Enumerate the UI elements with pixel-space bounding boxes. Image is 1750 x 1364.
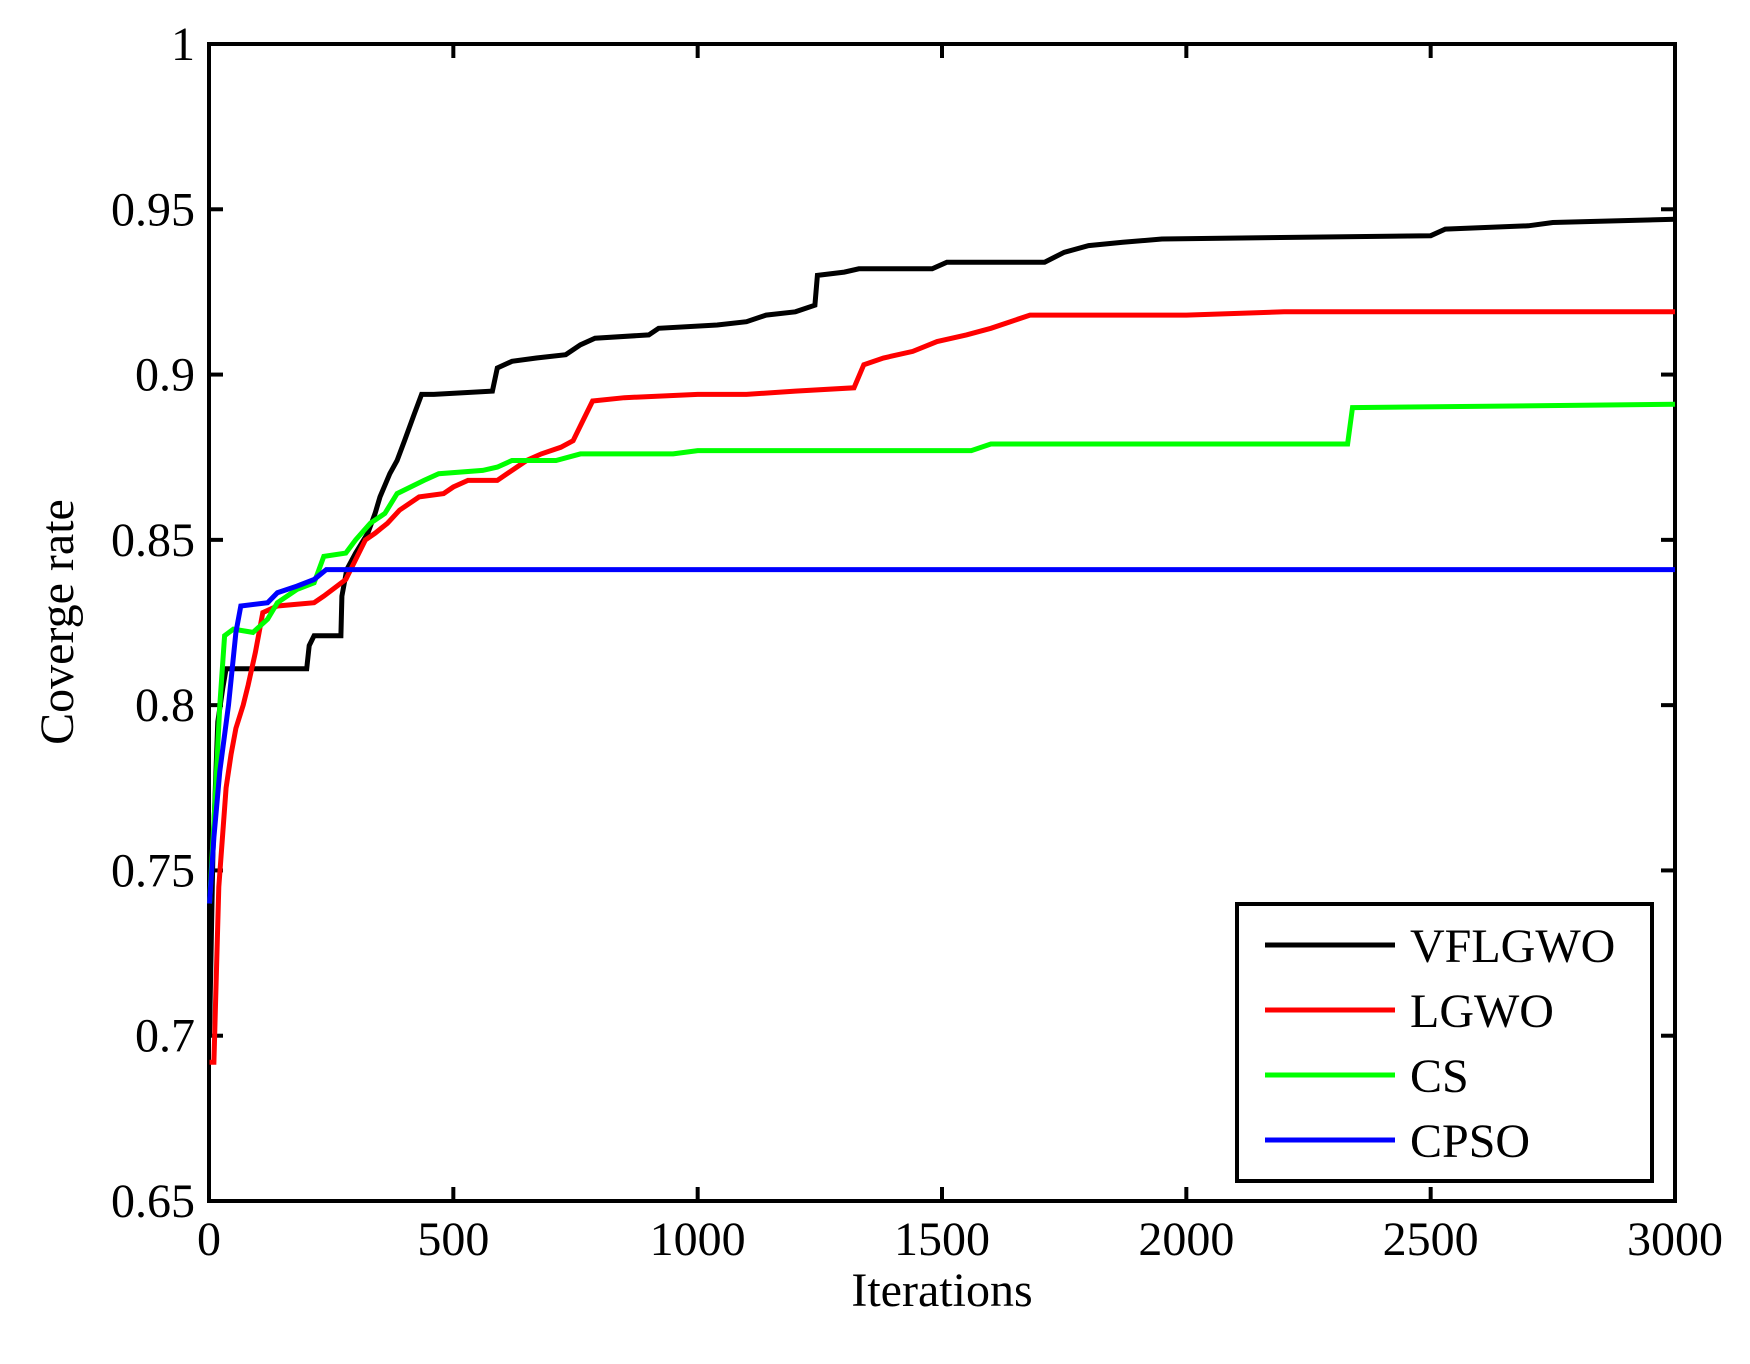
x-tick-label: 2500 bbox=[1383, 1213, 1479, 1266]
y-tick-label: 0.95 bbox=[111, 183, 195, 236]
legend-label-cs: CS bbox=[1410, 1050, 1469, 1103]
y-tick-label: 0.85 bbox=[111, 514, 195, 567]
x-tick-label: 1500 bbox=[894, 1213, 990, 1266]
y-tick-label: 0.7 bbox=[135, 1010, 195, 1063]
axis-ticks bbox=[207, 42, 1677, 1203]
x-tick-label: 3000 bbox=[1627, 1213, 1723, 1266]
series-line-vflgwo bbox=[207, 216, 1676, 1036]
y-tick-label: 0.8 bbox=[135, 679, 195, 732]
x-tick-label: 0 bbox=[197, 1213, 221, 1266]
y-tick-label: 1 bbox=[171, 18, 195, 71]
legend-label-vflgwo: VFLGWO bbox=[1410, 920, 1615, 973]
x-tick-label: 1000 bbox=[650, 1213, 746, 1266]
legend-box bbox=[1235, 902, 1654, 1183]
x-axis-title: Iterations bbox=[851, 1264, 1032, 1317]
legend-label-lgwo: LGWO bbox=[1410, 985, 1554, 1038]
series-lines bbox=[207, 216, 1676, 1065]
y-tick-label: 0.9 bbox=[135, 349, 195, 402]
y-tick-label: 0.65 bbox=[111, 1175, 195, 1228]
series-line-lgwo bbox=[209, 309, 1675, 1065]
legend: VFLGWO LGWO CS CPSO bbox=[1235, 902, 1654, 1183]
series-line-cs bbox=[207, 401, 1676, 904]
y-axis-title: Coverge rate bbox=[31, 499, 84, 745]
y-tick-label: 0.75 bbox=[111, 844, 195, 897]
y-tick-labels: 0.65 0.7 0.75 0.8 0.85 0.9 0.95 1 bbox=[111, 18, 195, 1228]
x-tick-labels: 0 500 1000 1500 2000 2500 3000 bbox=[197, 1213, 1723, 1266]
x-tick-label: 500 bbox=[417, 1213, 489, 1266]
x-tick-label: 2000 bbox=[1138, 1213, 1234, 1266]
series-line-cpso bbox=[207, 567, 1675, 904]
legend-label-cpso: CPSO bbox=[1410, 1115, 1530, 1168]
